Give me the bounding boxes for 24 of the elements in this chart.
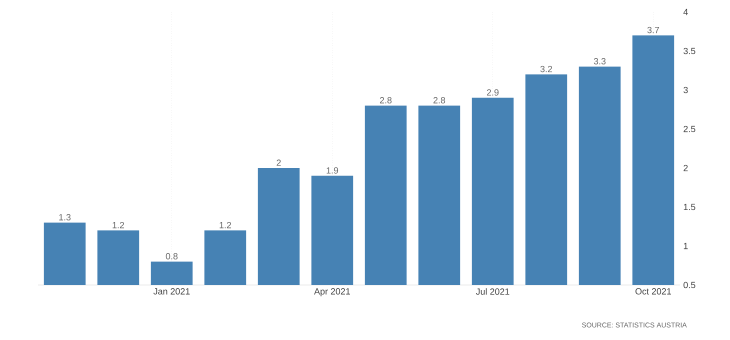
y-tick-label: 3	[684, 86, 688, 94]
y-tick-label: 2	[684, 164, 688, 172]
data-label: 1.3	[59, 214, 71, 220]
data-label: 1.2	[220, 222, 232, 228]
data-label: 3.3	[594, 58, 606, 64]
y-tick-label: 3.5	[684, 48, 696, 54]
data-label: 2.8	[433, 97, 446, 104]
data-label: 2.9	[486, 89, 499, 96]
data-label: 1.2	[112, 222, 124, 228]
x-tick-label: Jul 2021	[476, 288, 510, 295]
y-tick-label: 1.5	[684, 204, 696, 210]
y-tick-label: 2.5	[684, 126, 696, 132]
data-label: 1.9	[326, 167, 338, 174]
x-tick-label: Oct 2021	[635, 288, 671, 295]
y-tick-label: 0.5	[684, 282, 696, 288]
data-label: 2.8	[380, 97, 392, 104]
data-label: 3.2	[540, 66, 552, 72]
x-tick-label: Jan 2021	[153, 288, 190, 295]
data-label: 3.7	[647, 26, 660, 34]
y-tick-label: 4	[683, 8, 688, 16]
data-label: 0.8	[166, 253, 178, 260]
x-tick-label: Apr 2021	[314, 288, 350, 296]
y-tick-label: 1	[684, 242, 688, 250]
data-label: 2	[276, 160, 281, 166]
